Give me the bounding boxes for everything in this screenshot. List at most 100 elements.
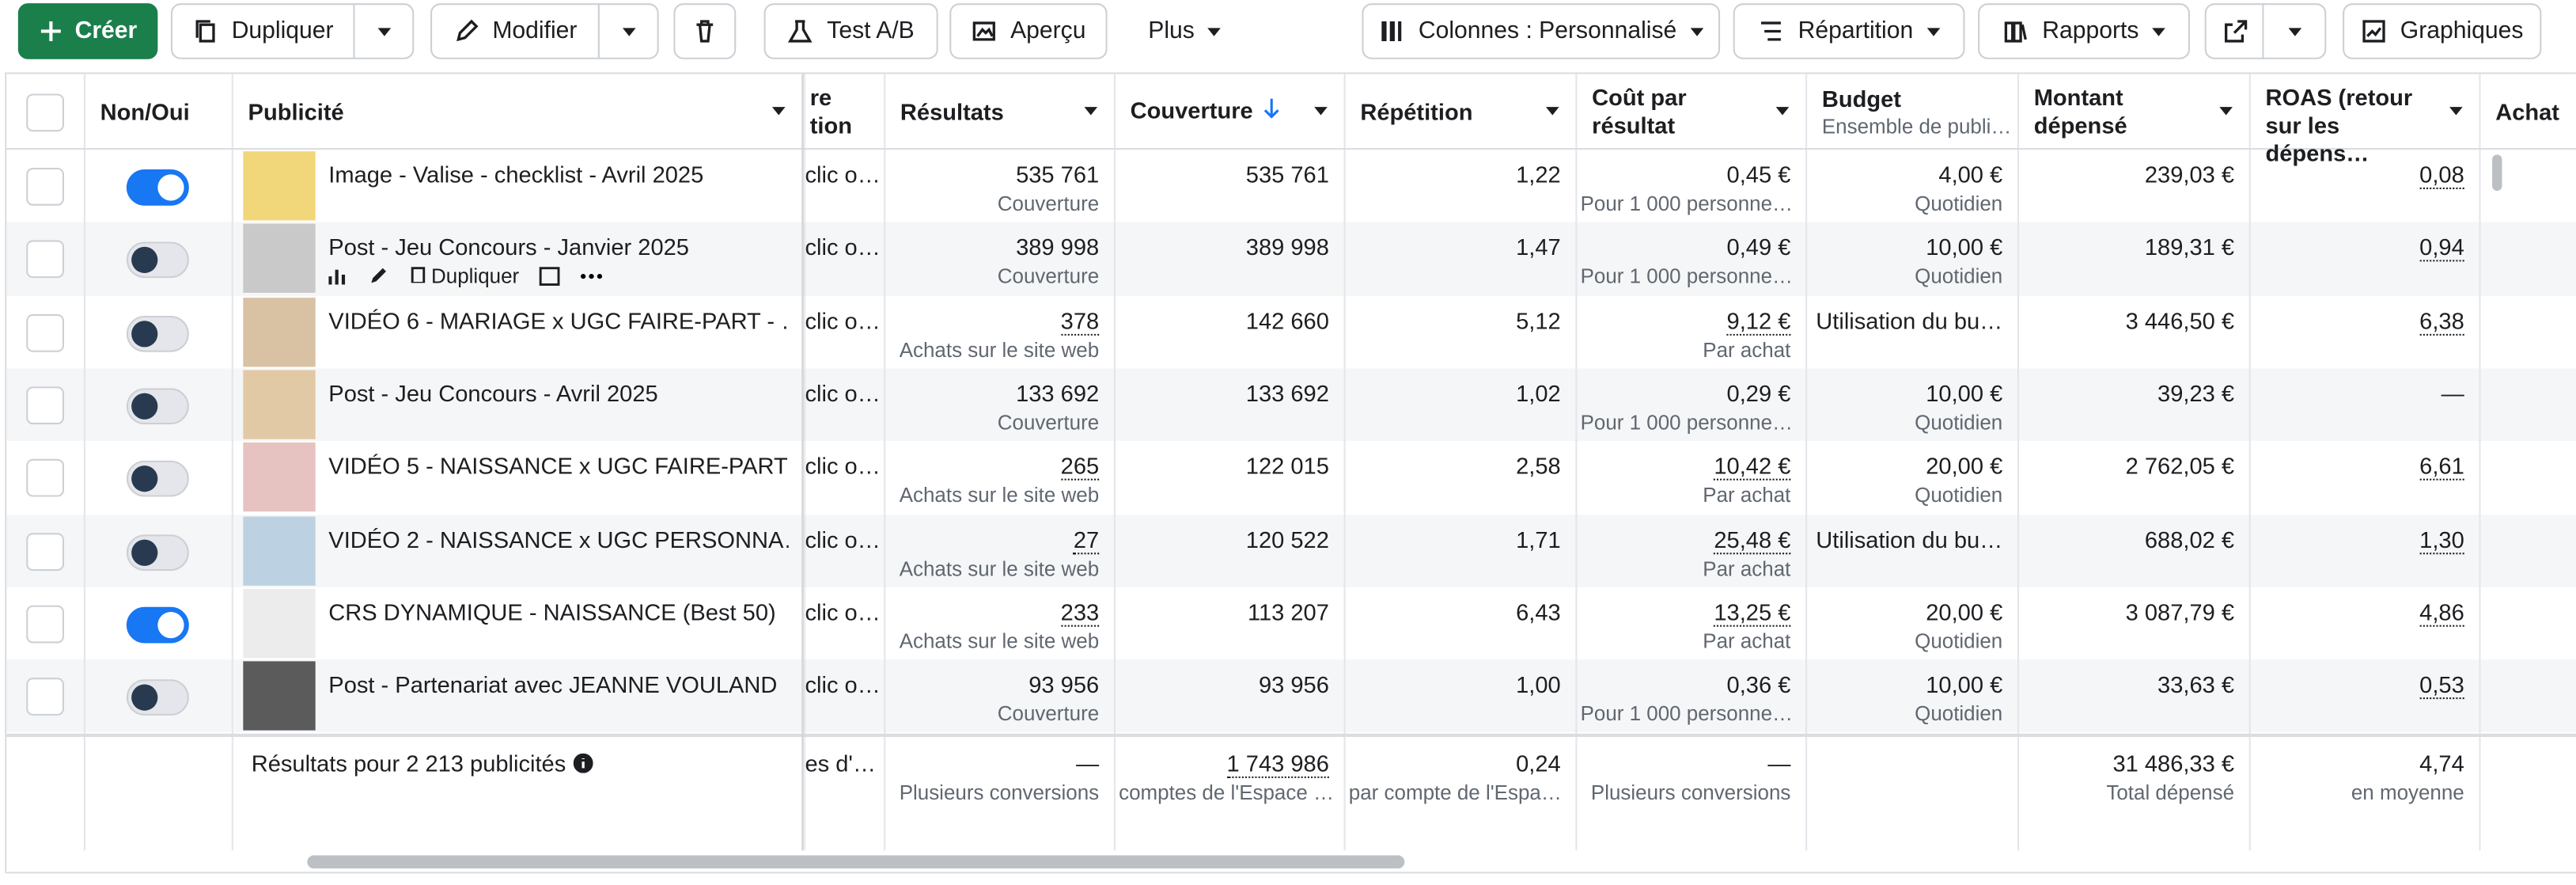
ad-name[interactable]: Post - Jeu Concours - Janvier 2025 — [328, 234, 689, 260]
cell-value: 6,38 — [2419, 306, 2464, 336]
ad-name[interactable]: Image - Valise - checklist - Avril 2025 — [328, 161, 704, 188]
toggle-switch[interactable] — [126, 606, 189, 644]
value: 10,00 € — [1926, 379, 2003, 407]
column-divider — [83, 74, 85, 851]
toggle-switch[interactable] — [126, 242, 189, 279]
charts-button[interactable]: Graphiques — [2343, 3, 2542, 59]
cell-value: 0,49 € — [1727, 234, 1791, 260]
cell-value: 0,53 — [2419, 671, 2464, 700]
cell-value: 20,00 € — [1926, 453, 2002, 479]
sort-caret[interactable] — [771, 107, 786, 116]
ab-test-button[interactable]: Test A/B — [763, 3, 938, 59]
cell-value: 0,45 € — [1727, 161, 1791, 188]
row-background — [6, 368, 2576, 442]
value: Utilisation du bu… — [1816, 306, 2003, 333]
ad-name[interactable]: Post - Jeu Concours - Avril 2025 — [328, 379, 658, 407]
sort-caret[interactable] — [1084, 107, 1098, 116]
value: 389 998 — [1245, 234, 1329, 260]
cell-value: 1,00 — [1516, 671, 1561, 697]
cell-subtext: Couverture — [997, 702, 1100, 726]
value: 39,23 € — [2157, 379, 2235, 407]
row-background — [6, 659, 2576, 733]
export-menu[interactable] — [2262, 3, 2327, 59]
row-checkbox[interactable] — [26, 241, 64, 279]
toggle-switch[interactable] — [126, 461, 189, 497]
column-divider — [1575, 74, 1578, 851]
row-checkbox[interactable] — [26, 167, 64, 206]
value: 1,22 — [1516, 161, 1561, 188]
edit-button[interactable]: Modifier — [430, 3, 600, 59]
value: — — [1076, 750, 1100, 777]
create-button[interactable]: Créer — [17, 3, 158, 59]
toggle-switch[interactable] — [126, 388, 189, 424]
sort-caret[interactable] — [2219, 107, 2233, 116]
toggle-switch[interactable] — [126, 534, 189, 571]
value: 1,30 — [2419, 525, 2464, 554]
value: 142 660 — [1245, 306, 1329, 333]
icon — [691, 18, 718, 44]
toggle-switch[interactable] — [126, 679, 189, 716]
cell-subtext: Quotidien — [1915, 265, 2003, 289]
toggle-switch[interactable] — [126, 315, 189, 351]
column-divider — [884, 74, 886, 851]
cell-subtext: Par achat — [1703, 629, 1791, 653]
value: 0,24 — [1516, 750, 1561, 777]
value: 2,58 — [1516, 452, 1561, 480]
cell-value: clic o… — [805, 379, 881, 407]
value: 0,94 — [2419, 234, 2464, 263]
more-button[interactable]: Plus — [1125, 3, 1244, 59]
select-all-checkbox[interactable] — [26, 93, 64, 132]
value: 3 087,79 € — [2125, 598, 2235, 625]
value: 20,00 € — [1926, 452, 2003, 480]
row-checkbox[interactable] — [26, 605, 64, 644]
cell-value: Utilisation du bu… — [1816, 526, 2002, 552]
sort-caret[interactable] — [1314, 107, 1328, 116]
toggle-knob — [131, 393, 158, 420]
value: 189,31 € — [2144, 234, 2235, 260]
toggle-switch[interactable] — [126, 169, 189, 206]
delete-button[interactable] — [673, 3, 737, 59]
cell-value: 133 692 — [1016, 380, 1099, 406]
ad-name[interactable]: CRS DYNAMIQUE - NAISSANCE (Best 50) — [328, 598, 776, 625]
ad-name[interactable]: VIDÉO 2 - NAISSANCE x UGC PERSONNA… — [328, 525, 789, 553]
value: 9,12 € — [1726, 306, 1791, 336]
value: 31 486,33 € — [2112, 750, 2235, 777]
row-checkbox[interactable] — [26, 459, 64, 497]
duplicate-button[interactable]: Dupliquer — [170, 3, 355, 59]
export-button[interactable] — [2204, 3, 2266, 59]
button-label: Plus — [1148, 17, 1195, 45]
row-checkbox[interactable] — [26, 532, 64, 571]
duplicate-action[interactable]: Dupliquer — [407, 265, 519, 288]
preview-button[interactable]: Aperçu — [949, 3, 1108, 59]
breakdown-button[interactable]: Répartition — [1733, 3, 1965, 59]
ad-thumbnail — [243, 515, 316, 585]
vertical-scrollbar[interactable] — [2492, 154, 2502, 192]
column-header: Montant dépensé — [2033, 83, 2127, 139]
value: 33,63 € — [2157, 671, 2235, 698]
sort-caret[interactable] — [1775, 107, 1790, 116]
sort-caret[interactable] — [2449, 107, 2463, 116]
row-checkbox[interactable] — [26, 313, 64, 351]
row-checkbox[interactable] — [26, 386, 64, 424]
caret — [1926, 27, 1940, 36]
footer-divider — [6, 733, 2576, 737]
cell-value: 688,02 € — [2145, 526, 2234, 552]
sort-arrow — [1263, 97, 1279, 123]
columns-button[interactable]: Colonnes : Personnalisé — [1362, 3, 1721, 59]
ad-name[interactable]: Post - Partenariat avec JEANNE VOULAND — [328, 671, 778, 698]
cell-subtext: Par achat — [1703, 484, 1791, 507]
sort-caret[interactable] — [1545, 107, 1559, 116]
horizontal-scrollbar[interactable] — [307, 855, 1405, 869]
cell-value: 4,00 € — [1938, 161, 2002, 188]
row-checkbox[interactable] — [26, 678, 64, 716]
value: 10,00 € — [1926, 234, 2003, 260]
duplicate-menu[interactable] — [353, 3, 415, 59]
button-label: Graphiques — [2400, 17, 2524, 45]
ad-name[interactable]: VIDÉO 5 - NAISSANCE x UGC FAIRE-PART… — [328, 452, 789, 480]
value: 378 — [1060, 306, 1100, 336]
ad-name[interactable]: VIDÉO 6 - MARIAGE x UGC FAIRE-PART - … — [328, 306, 789, 333]
reports-button[interactable]: Rapports — [1978, 3, 2190, 59]
cell-value: 25,48 € — [1714, 525, 1791, 554]
cell-subtext: Plusieurs conversions — [1590, 781, 1791, 805]
edit-menu[interactable] — [597, 3, 659, 59]
